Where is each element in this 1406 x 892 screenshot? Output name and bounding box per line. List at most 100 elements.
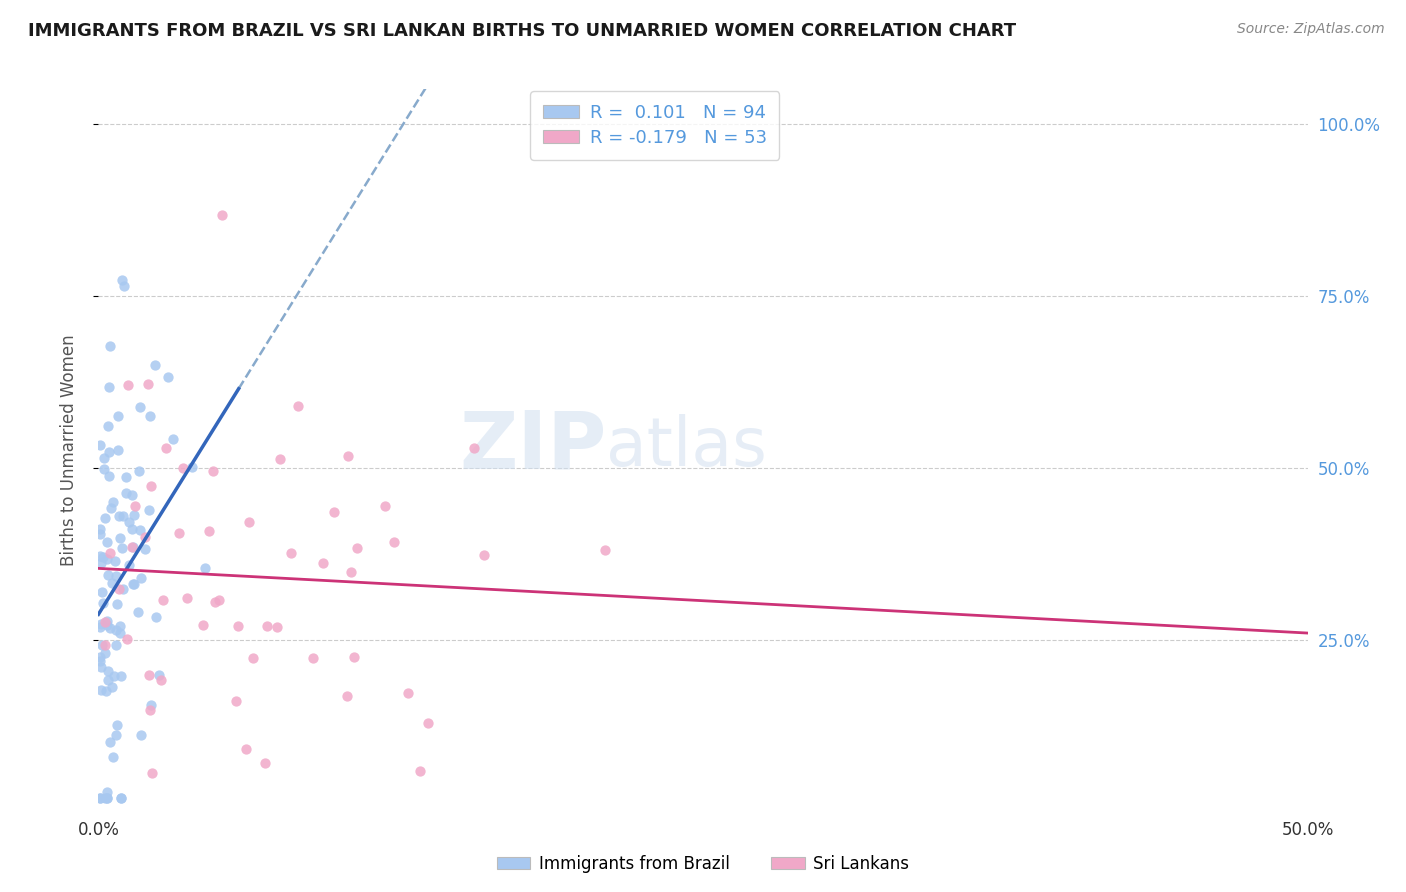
Point [111, 273, 134, 287]
Point [104, 569, 127, 583]
Point [110, 531, 132, 545]
Point [91, 549, 114, 564]
Point [127, 605, 149, 619]
Point [211, 208, 233, 222]
Point [100, 501, 122, 516]
Point [287, 399, 309, 413]
Point [122, 540, 145, 554]
Text: IMMIGRANTS FROM BRAZIL VS SRI LANKAN BIRTHS TO UNMARRIED WOMEN CORRELATION CHART: IMMIGRANTS FROM BRAZIL VS SRI LANKAN BIR… [28, 22, 1017, 40]
Point [150, 673, 173, 688]
Point [139, 703, 162, 717]
Point [136, 377, 159, 392]
Point [143, 358, 166, 372]
Point [155, 441, 177, 455]
Point [115, 486, 138, 500]
Point [269, 451, 291, 466]
Point [157, 370, 180, 384]
Point [96, 552, 118, 566]
Point [194, 561, 217, 575]
Point [129, 571, 152, 585]
Point [94, 511, 117, 525]
Point [89, 549, 111, 564]
Legend: Immigrants from Brazil, Sri Lankans: Immigrants from Brazil, Sri Lankans [491, 848, 915, 880]
Point [111, 541, 134, 555]
Point [152, 593, 174, 607]
Point [145, 609, 167, 624]
Point [336, 689, 359, 703]
Point [134, 530, 156, 544]
Point [180, 459, 202, 474]
Point [89, 527, 111, 541]
Point [323, 505, 346, 519]
Point [176, 591, 198, 606]
Point [104, 728, 127, 742]
Point [280, 546, 302, 560]
Point [104, 554, 127, 568]
Point [340, 565, 363, 579]
Legend: R =  0.101   N = 94, R = -0.179   N = 53: R = 0.101 N = 94, R = -0.179 N = 53 [530, 91, 779, 160]
Point [346, 541, 368, 555]
Point [110, 791, 132, 805]
Point [98, 339, 121, 353]
Point [114, 470, 136, 484]
Point [139, 698, 162, 713]
Point [96, 791, 118, 805]
Point [96, 614, 118, 628]
Point [172, 461, 194, 475]
Point [93, 639, 115, 653]
Point [97, 468, 120, 483]
Point [242, 651, 264, 665]
Point [91, 596, 114, 610]
Point [98, 546, 121, 560]
Point [107, 509, 129, 524]
Point [107, 443, 129, 458]
Point [128, 464, 150, 478]
Point [141, 478, 163, 492]
Point [141, 765, 163, 780]
Point [112, 279, 135, 293]
Point [93, 615, 115, 629]
Point [105, 597, 128, 611]
Point [121, 488, 143, 502]
Point [103, 669, 125, 683]
Point [343, 650, 366, 665]
Text: Source: ZipAtlas.com: Source: ZipAtlas.com [1237, 22, 1385, 37]
Point [89, 791, 111, 805]
Point [98, 444, 121, 458]
Point [97, 673, 120, 687]
Point [93, 791, 115, 805]
Point [118, 558, 141, 572]
Point [226, 618, 249, 632]
Point [101, 495, 124, 509]
Point [124, 508, 146, 523]
Point [108, 625, 131, 640]
Point [111, 508, 134, 523]
Point [167, 526, 190, 541]
Point [89, 438, 111, 452]
Point [110, 791, 132, 805]
Point [409, 764, 432, 778]
Point [337, 449, 360, 463]
Point [122, 576, 145, 591]
Point [94, 646, 117, 660]
Point [463, 442, 485, 456]
Point [235, 742, 257, 756]
Point [208, 593, 231, 607]
Point [101, 575, 124, 590]
Point [148, 667, 170, 681]
Point [98, 621, 121, 635]
Point [138, 409, 160, 424]
Point [107, 409, 129, 423]
Point [254, 756, 277, 770]
Point [90, 660, 112, 674]
Point [96, 791, 118, 805]
Point [128, 523, 150, 537]
Point [90, 616, 112, 631]
Point [105, 623, 128, 637]
Point [117, 377, 139, 392]
Point [110, 618, 132, 632]
Point [204, 595, 226, 609]
Point [138, 503, 160, 517]
Point [105, 718, 128, 732]
Point [100, 735, 122, 749]
